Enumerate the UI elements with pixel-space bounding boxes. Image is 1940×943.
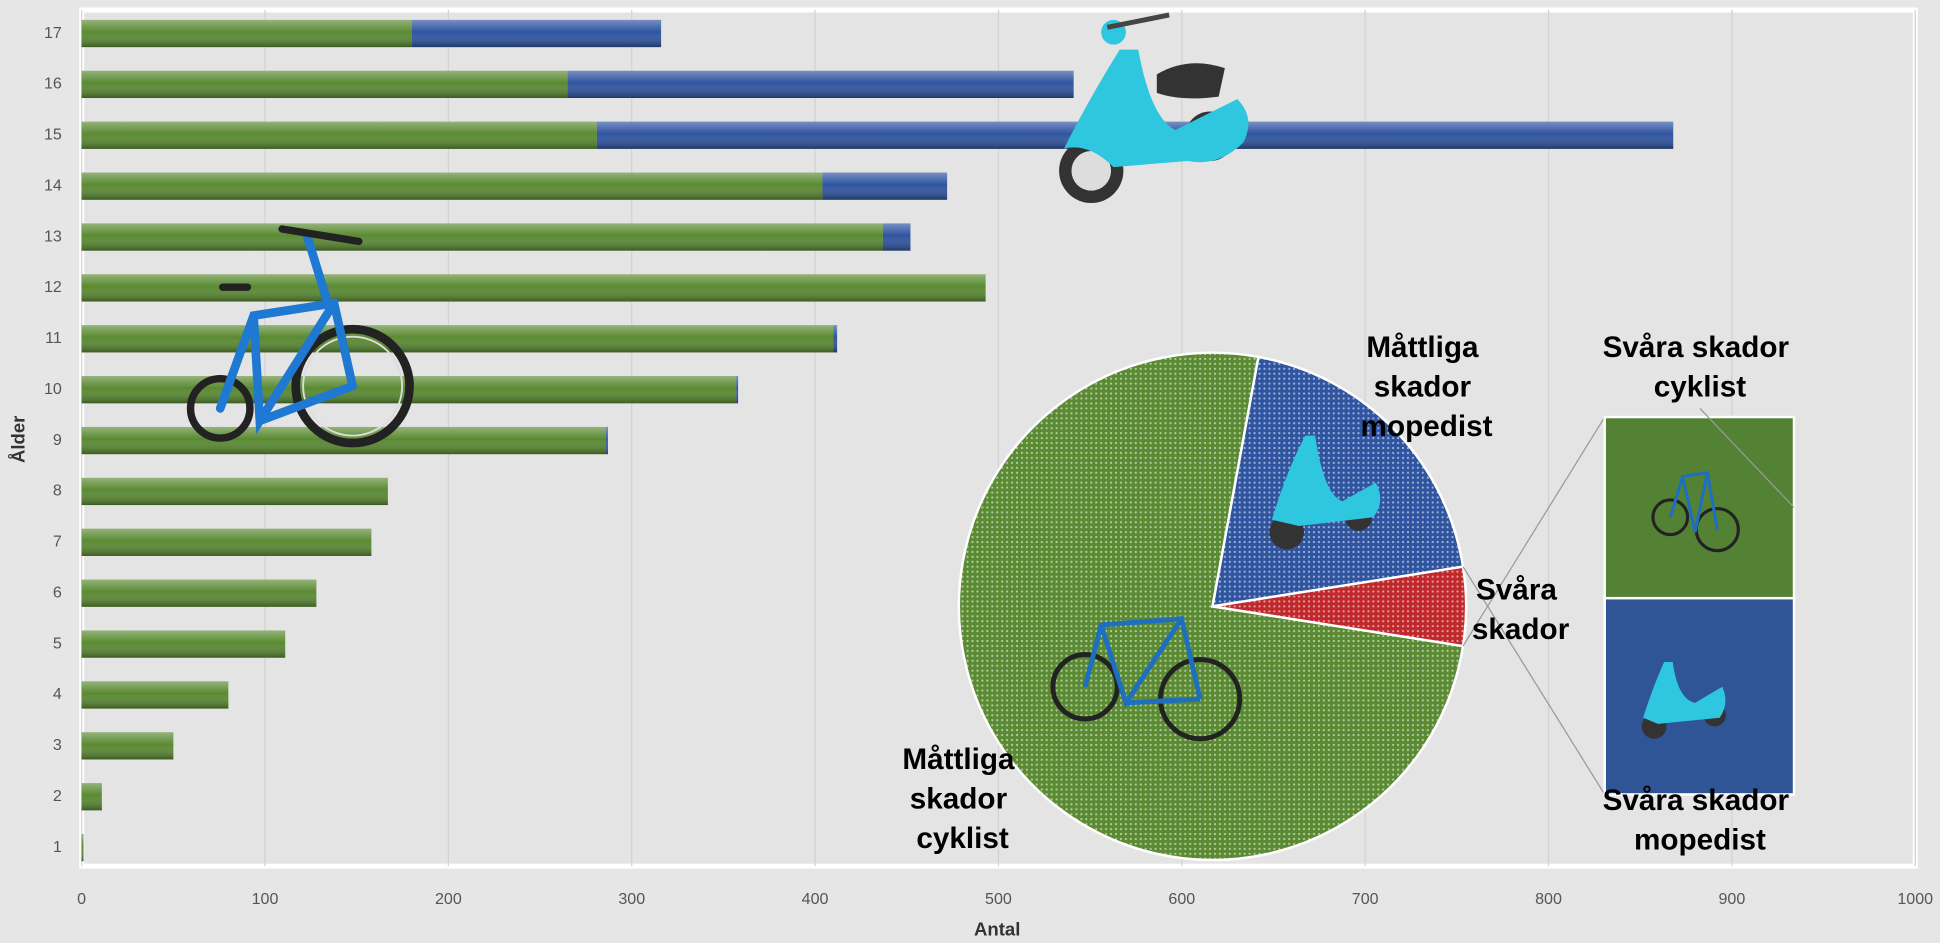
x-tick-label: 800 <box>1535 890 1562 908</box>
bar-bevel <box>81 223 883 251</box>
x-tick-label: 900 <box>1718 890 1745 908</box>
bar-bevel <box>81 477 388 506</box>
bar <box>81 172 823 200</box>
bar-bevel <box>81 630 286 658</box>
leader-line <box>1699 407 1795 508</box>
bar <box>81 528 372 556</box>
y-tick-label: 16 <box>44 75 62 93</box>
x-tick-label: 600 <box>1168 890 1195 908</box>
bar <box>736 376 739 404</box>
bar-bevel <box>81 19 412 48</box>
y-tick-label: 8 <box>53 482 62 500</box>
y-tick-label: 10 <box>44 380 62 398</box>
bar <box>822 172 948 200</box>
y-tick-label: 5 <box>53 634 62 652</box>
connector <box>1462 416 1606 647</box>
y-tick-label: 7 <box>53 533 62 551</box>
bar <box>81 223 883 251</box>
bar-bevel <box>81 783 102 811</box>
y-tick-label: 1 <box>53 838 62 856</box>
bar-bevel <box>81 325 834 353</box>
x-tick-label: 0 <box>77 890 86 908</box>
bar <box>81 783 102 811</box>
y-tick-label: 2 <box>53 787 62 805</box>
bar <box>81 579 317 607</box>
y-tick-label: 12 <box>44 278 62 296</box>
y-tick-label: 6 <box>53 583 62 601</box>
bar <box>81 70 568 99</box>
bar-bevel <box>81 274 986 302</box>
secondary-bar <box>1603 596 1796 796</box>
y-axis-title: Ålder <box>8 416 29 463</box>
y-tick-label: 4 <box>53 685 62 703</box>
bar-bevel <box>81 172 823 200</box>
pie-scooter-icon <box>1269 435 1381 550</box>
bar <box>606 426 608 455</box>
bar <box>81 325 834 353</box>
slice-label: Svåra skador <box>1472 573 1570 646</box>
y-tick-label: 11 <box>45 329 62 347</box>
bar-bevel <box>81 681 229 709</box>
bar <box>81 732 174 760</box>
box-bicycle-icon <box>1651 470 1740 553</box>
x-axis-title: Antal <box>974 918 1020 939</box>
bar <box>81 681 229 709</box>
bar <box>81 274 986 302</box>
bar <box>81 834 84 862</box>
bicycle-icon <box>186 225 414 448</box>
bar-bevel <box>606 426 608 455</box>
bar <box>411 19 662 48</box>
y-tick-label: 9 <box>53 431 62 449</box>
bar-bevel <box>81 834 84 862</box>
connector <box>1462 566 1606 795</box>
bar <box>81 19 412 48</box>
bar <box>81 121 597 149</box>
pie-bicycle-icon <box>1050 616 1243 742</box>
bar <box>81 477 388 506</box>
slice-label: Måttliga skador mopedist <box>1361 331 1493 443</box>
bar <box>567 70 1074 99</box>
secondary-label: Svåra skador mopedist <box>1603 784 1798 857</box>
box-scooter-icon <box>1641 662 1726 739</box>
bar-bevel <box>81 528 372 556</box>
bar <box>882 223 911 251</box>
x-tick-label: 1000 <box>1897 890 1933 908</box>
x-tick-label: 500 <box>985 890 1012 908</box>
bar <box>833 325 838 353</box>
scooter-icon <box>1059 12 1249 204</box>
y-tick-label: 15 <box>44 126 62 144</box>
y-tick-label: 13 <box>44 227 62 245</box>
x-tick-label: 100 <box>252 890 279 908</box>
bar-bevel <box>736 376 739 404</box>
x-tick-label: 400 <box>802 890 829 908</box>
slice-pattern <box>958 352 1464 860</box>
bar-bevel <box>822 172 948 200</box>
bar-bevel <box>411 19 662 48</box>
x-tick-label: 200 <box>435 890 462 908</box>
bar-bevel <box>833 325 838 353</box>
bar-bevel <box>81 70 568 99</box>
x-tick-label: 700 <box>1352 890 1379 908</box>
bar <box>81 630 286 658</box>
y-tick-label: 17 <box>44 24 62 42</box>
bar-bevel <box>567 70 1074 99</box>
secondary-label: Svåra skador cyklist <box>1603 331 1798 404</box>
bar-bevel <box>81 732 174 760</box>
bar-bevel <box>81 121 597 149</box>
slice-pattern <box>1212 566 1467 647</box>
bar-bevel <box>81 579 317 607</box>
y-tick-label: 3 <box>53 736 62 754</box>
slice-label: Måttliga skador cyklist <box>902 743 1022 855</box>
x-tick-label: 300 <box>618 890 645 908</box>
bar-bevel <box>882 223 911 251</box>
y-tick-label: 14 <box>44 176 62 194</box>
pie-slice <box>957 351 1465 862</box>
